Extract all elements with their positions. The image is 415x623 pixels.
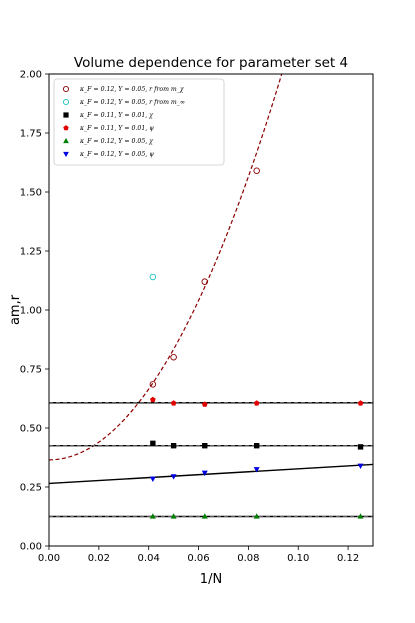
data-point-triangle-up — [170, 513, 177, 519]
data-point-triangle-down — [170, 474, 177, 480]
data-point-triangle-up — [149, 513, 156, 519]
x-tick-label: 0.02 — [88, 553, 110, 564]
x-tick-label: 0.10 — [287, 553, 309, 564]
legend-marker-pentagon — [63, 125, 69, 131]
y-tick-label: 1.75 — [20, 129, 42, 140]
legend-marker-square — [63, 112, 69, 118]
y-tick-label: 2.00 — [20, 70, 42, 81]
linear-fit-line — [49, 463, 373, 485]
x-tick-label: 0.08 — [237, 553, 259, 564]
legend-entry-label: κ_F = 0.12, Y = 0.05, ψ — [79, 151, 154, 158]
data-point-triangle-down — [357, 463, 364, 469]
data-point-triangle-down — [253, 467, 260, 473]
data-point-pentagon — [201, 401, 208, 407]
y-tick-label: 0.50 — [20, 424, 42, 435]
x-tick-label: 0.06 — [187, 553, 209, 564]
x-tick-label: 0.04 — [138, 553, 160, 564]
data-point-triangle-down — [149, 476, 156, 482]
data-point-square — [202, 443, 208, 449]
x-axis-ticks: 0.00 0.02 0.04 0.06 0.08 0.10 0.12 — [38, 546, 359, 564]
data-point-triangle-up — [253, 513, 260, 519]
legend-entry-label: κ_F = 0.11, Y = 0.01, ψ — [79, 125, 154, 132]
data-point-triangle-up — [201, 513, 208, 519]
y-tick-label: 0.75 — [20, 365, 42, 376]
data-point-pentagon — [253, 400, 260, 406]
x-tick-label: 0.12 — [337, 553, 359, 564]
x-tick-label: 0.00 — [38, 553, 60, 564]
y-axis-ticks: 0.00 0.25 0.50 0.75 1.00 1.25 1.50 1.75 2.00 — [20, 70, 49, 553]
y-axis-label: am,r — [8, 294, 23, 325]
fit-lines — [49, 74, 373, 518]
y-tick-label: 1.00 — [20, 306, 42, 317]
legend-entry-label: κ_F = 0.11, Y = 0.01, χ — [79, 112, 154, 119]
data-point-triangle-up — [357, 513, 364, 519]
data-point-pentagon — [150, 396, 156, 403]
legend-marker-triangle-up — [63, 137, 69, 144]
legend-marker-open-circle — [62, 85, 70, 93]
data-point-square — [253, 443, 260, 449]
data-point-open-circle — [149, 381, 157, 388]
y-tick-label: 0.00 — [20, 542, 42, 553]
data-point-open-circle — [253, 167, 260, 175]
y-tick-label: 0.25 — [20, 483, 42, 494]
data-point-square — [150, 440, 156, 447]
x-axis-label: 1/N — [200, 572, 222, 587]
legend-entry-label: κ_F = 0.12, Y = 0.05, χ — [79, 138, 154, 145]
quadratic-fit-curve — [49, 74, 283, 461]
legend-marker-triangle-down — [63, 151, 69, 158]
y-tick-label: 1.50 — [20, 188, 42, 199]
data-point-square — [170, 443, 177, 449]
legend-marker-open-circle — [62, 98, 70, 106]
legend-entry-label: κ_F = 0.12, Y = 0.05, r from m_∞ — [79, 99, 185, 106]
data-point-pentagon — [357, 400, 364, 406]
y-tick-label: 1.25 — [20, 247, 42, 258]
data-point-open-circle — [149, 273, 157, 281]
legend-entry-label: κ_F = 0.12, Y = 0.05, r from m_χ — [79, 86, 185, 93]
legend-box — [53, 78, 225, 166]
legend: κ_F = 0.12, Y = 0.05, r from m_χ κ_F = 0.… — [53, 78, 225, 166]
data-point-open-circle — [170, 353, 177, 361]
data-point-open-circle — [201, 278, 209, 285]
data-point-square — [357, 444, 364, 450]
chart-title: Volume dependence for parameter set 4 — [74, 55, 348, 71]
data-point-triangle-down — [201, 470, 208, 477]
data-point-pentagon — [170, 400, 177, 406]
